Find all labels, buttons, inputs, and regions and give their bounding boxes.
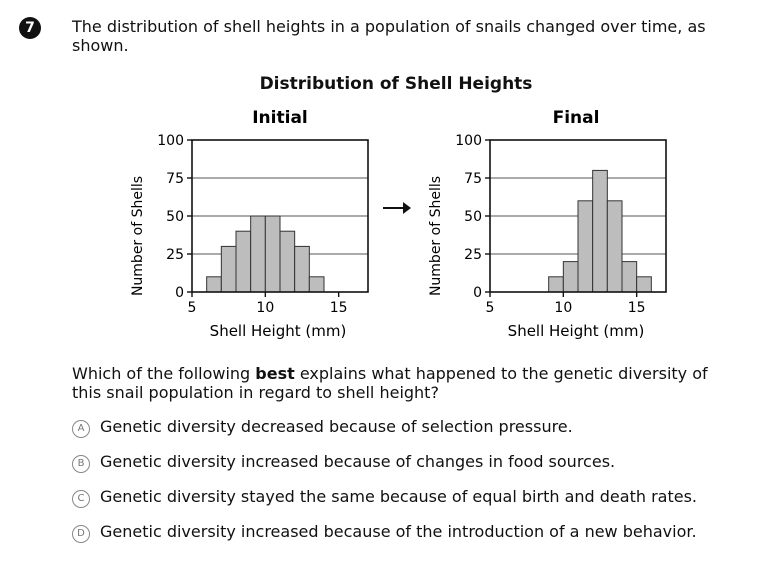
- x-axis-label: Shell Height (mm): [210, 322, 347, 340]
- choice-d-bubble[interactable]: D: [72, 525, 90, 543]
- histogram-bar: [636, 276, 652, 293]
- histogram-bar: [308, 276, 325, 293]
- y-tick-label: 75: [166, 171, 184, 187]
- choice-d[interactable]: D Genetic diversity increased because of …: [72, 522, 732, 543]
- y-tick-label: 50: [166, 209, 184, 225]
- histogram-bar: [294, 245, 310, 293]
- histogram-bar: [592, 169, 608, 293]
- choice-a-text: Genetic diversity decreased because of s…: [100, 417, 573, 436]
- chart-final: Final 0 25 50 75 100 5 10 15 Shell Height (mm) Num…: [418, 104, 718, 354]
- choice-b-bubble[interactable]: B: [72, 455, 90, 473]
- question-stem: The distribution of shell heights in a p…: [72, 17, 706, 55]
- choice-c[interactable]: C Genetic diversity stayed the same becau…: [72, 487, 732, 508]
- y-tick-label: 50: [464, 209, 482, 225]
- y-tick-label: 25: [464, 247, 482, 263]
- x-tick-label: 5: [188, 300, 197, 316]
- x-tick-label: 10: [256, 300, 274, 316]
- y-tick-label: 25: [166, 247, 184, 263]
- choice-d-text: Genetic diversity increased because of t…: [100, 522, 697, 541]
- y-tick-label: 100: [157, 133, 184, 149]
- x-tick-label: 10: [554, 300, 572, 316]
- chart-title: Initial: [252, 108, 308, 128]
- histogram-bar: [562, 261, 579, 293]
- histogram-bar: [621, 261, 638, 293]
- y-axis-label: Number of Shells: [130, 176, 146, 296]
- chart-title: Final: [553, 108, 600, 128]
- histogram-bar: [548, 276, 564, 293]
- histogram-bar: [206, 276, 222, 293]
- y-tick-label: 0: [473, 285, 482, 301]
- histogram-bar: [235, 230, 252, 293]
- chart-svg: Initial 0 25 50 75 100 5 10 15 Shell Height (mm) N…: [130, 108, 369, 340]
- prompt-text-start: Which of the following: [72, 364, 256, 383]
- y-axis-label: Number of Shells: [428, 176, 444, 296]
- histogram-bar: [577, 200, 594, 293]
- histogram-bar: [264, 215, 281, 293]
- figure-title: Distribution of Shell Heights: [259, 74, 533, 94]
- x-axis-label: Shell Height (mm): [508, 322, 645, 340]
- choice-a[interactable]: A Genetic diversity decreased because of …: [72, 417, 732, 438]
- question-number-badge: 7: [19, 17, 41, 39]
- choice-b-text: Genetic diversity increased because of c…: [100, 452, 616, 471]
- x-tick-label: 15: [330, 300, 348, 316]
- prompt-emphasis: best: [255, 364, 295, 383]
- x-tick-label: 15: [628, 300, 646, 316]
- y-tick-label: 75: [464, 171, 482, 187]
- y-tick-label: 0: [175, 285, 184, 301]
- right-arrow-icon: [383, 202, 411, 214]
- question-prompt: Which of the following best explains wha…: [72, 364, 732, 402]
- choice-c-bubble[interactable]: C: [72, 490, 90, 508]
- chart-svg: Final 0 25 50 75 100 5 10 15 Shell Height (mm) Num…: [428, 108, 667, 340]
- histogram-bar: [606, 200, 623, 293]
- x-tick-label: 5: [486, 300, 495, 316]
- choice-b[interactable]: B Genetic diversity increased because of …: [72, 452, 732, 473]
- prompt-text-end: explains what happened to the genetic di…: [72, 364, 708, 402]
- histogram-bar: [220, 245, 237, 293]
- y-tick-label: 100: [455, 133, 482, 149]
- choice-c-text: Genetic diversity stayed the same becaus…: [100, 487, 697, 506]
- chart-initial: Initial 0 25 50 75 100 5 10 15 Shell Height (mm) N…: [120, 104, 420, 354]
- histogram-bar: [279, 230, 296, 293]
- choice-a-bubble[interactable]: A: [72, 420, 90, 438]
- histogram-bar: [250, 215, 266, 293]
